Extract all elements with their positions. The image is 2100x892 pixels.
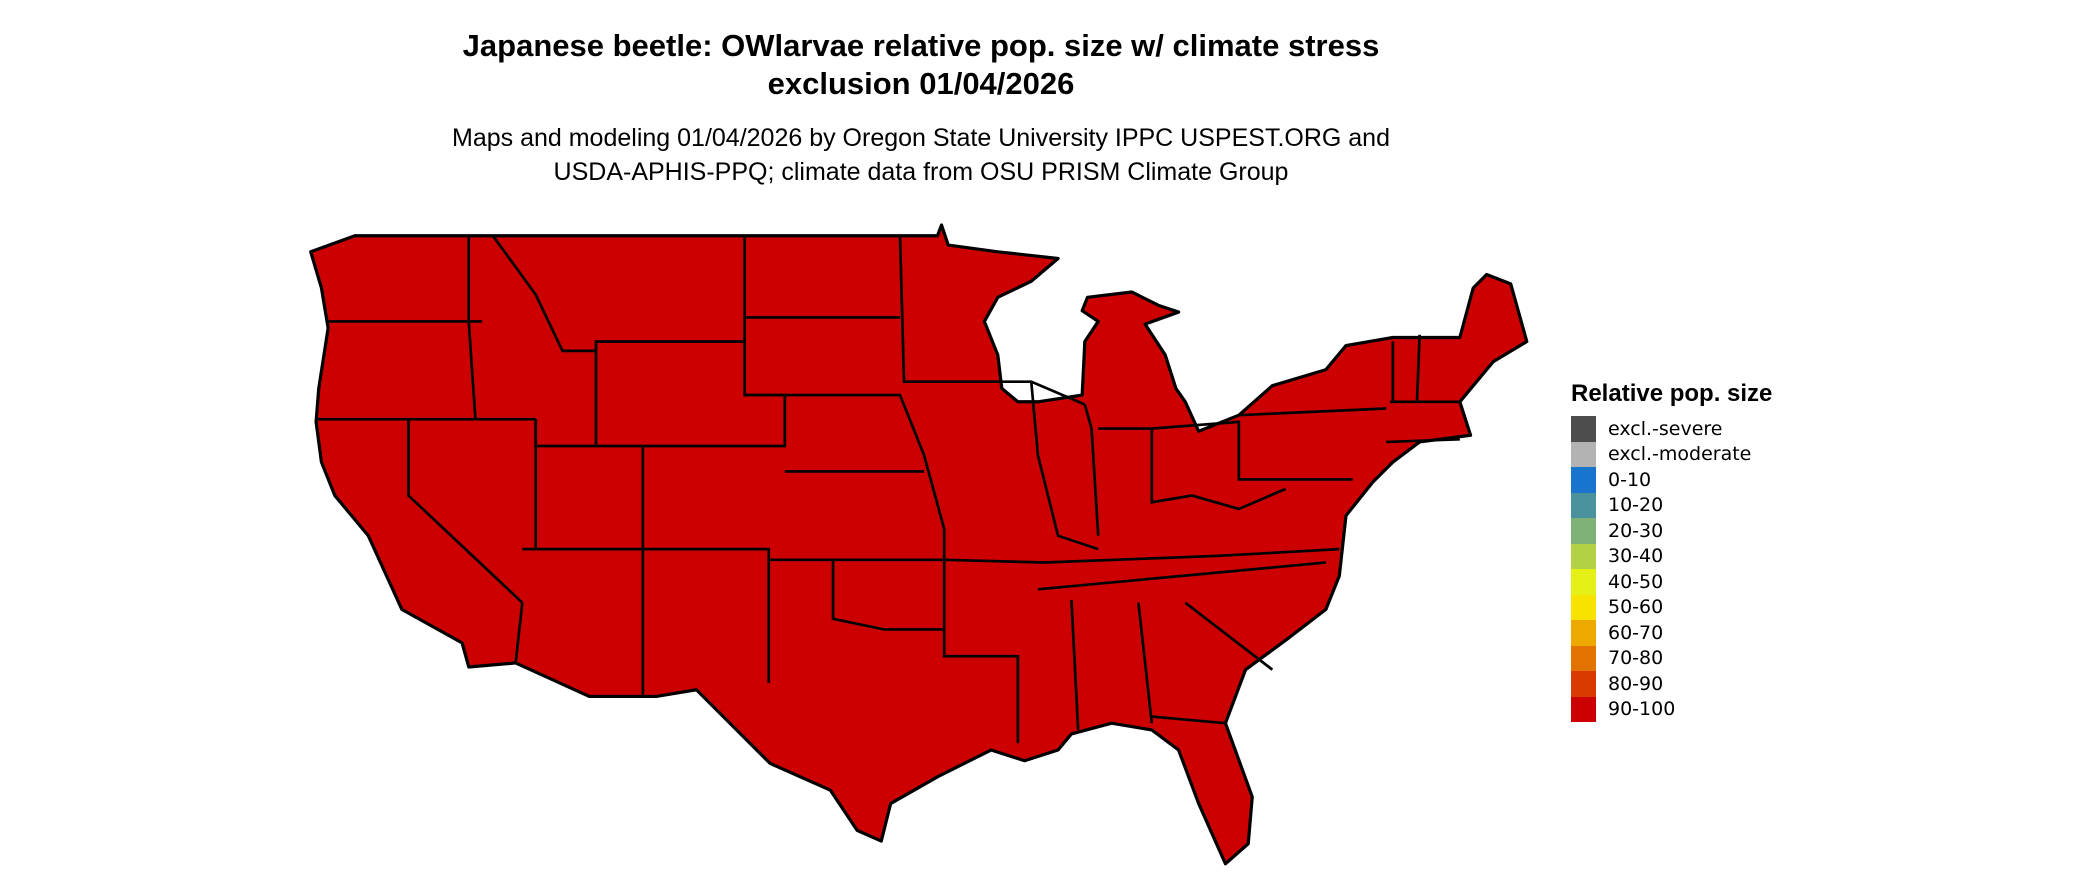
- map-subtitle-line-2: USDA-APHIS-PPQ; climate data from OSU PR…: [553, 158, 1289, 186]
- legend-item: 0-10: [1571, 467, 1772, 493]
- legend-item: 50-60: [1571, 594, 1772, 620]
- legend-item: excl.-moderate: [1571, 441, 1772, 467]
- legend-label: excl.-severe: [1608, 417, 1723, 440]
- legend-label: 80-90: [1608, 672, 1664, 695]
- legend-label: 50-60: [1608, 596, 1664, 619]
- legend-swatch: [1571, 671, 1596, 697]
- legend-label: 20-30: [1608, 519, 1664, 542]
- legend-item: 20-30: [1571, 518, 1772, 544]
- legend: Relative pop. size excl.-severe excl.-mod…: [1571, 380, 1772, 722]
- legend-label: 90-100: [1608, 698, 1676, 721]
- legend-swatch: [1571, 467, 1596, 493]
- legend-swatch: [1571, 645, 1596, 671]
- legend-swatch: [1571, 594, 1596, 620]
- map-title-line-1: Japanese beetle: OWlarvae relative pop. …: [462, 28, 1380, 63]
- legend-label: 10-20: [1608, 494, 1664, 517]
- legend-title: Relative pop. size: [1571, 380, 1773, 407]
- contiguous-us-region: [309, 223, 1529, 866]
- legend-swatch: [1571, 620, 1596, 646]
- state-borders: [317, 234, 1460, 744]
- legend-item: 90-100: [1571, 696, 1772, 722]
- legend-item: 60-70: [1571, 620, 1772, 646]
- legend-swatch: [1571, 492, 1596, 518]
- legend-swatch: [1571, 569, 1596, 595]
- legend-swatch: [1571, 416, 1596, 442]
- legend-swatch: [1571, 696, 1596, 722]
- legend-item: 80-90: [1571, 671, 1772, 697]
- legend-item: 30-40: [1571, 543, 1772, 569]
- legend-item: 70-80: [1571, 645, 1772, 671]
- legend-item: 40-50: [1571, 569, 1772, 595]
- map-subtitle-line-1: Maps and modeling 01/04/2026 by Oregon S…: [452, 124, 1390, 152]
- legend-label: 40-50: [1608, 570, 1664, 593]
- legend-item: 10-20: [1571, 492, 1772, 518]
- legend-label: 0-10: [1608, 468, 1652, 491]
- legend-swatch: [1571, 543, 1596, 569]
- legend-label: 60-70: [1608, 621, 1664, 644]
- map-title-line-2: exclusion 01/04/2026: [767, 66, 1075, 101]
- legend-swatch: [1571, 518, 1596, 544]
- legend-label: 70-80: [1608, 647, 1664, 670]
- legend-items: excl.-severe excl.-moderate 0-10 10-20 20-30…: [1571, 416, 1772, 722]
- legend-label: excl.-moderate: [1608, 443, 1752, 466]
- legend-label: 30-40: [1608, 545, 1664, 568]
- legend-item: excl.-severe: [1571, 416, 1772, 442]
- legend-swatch: [1571, 441, 1596, 467]
